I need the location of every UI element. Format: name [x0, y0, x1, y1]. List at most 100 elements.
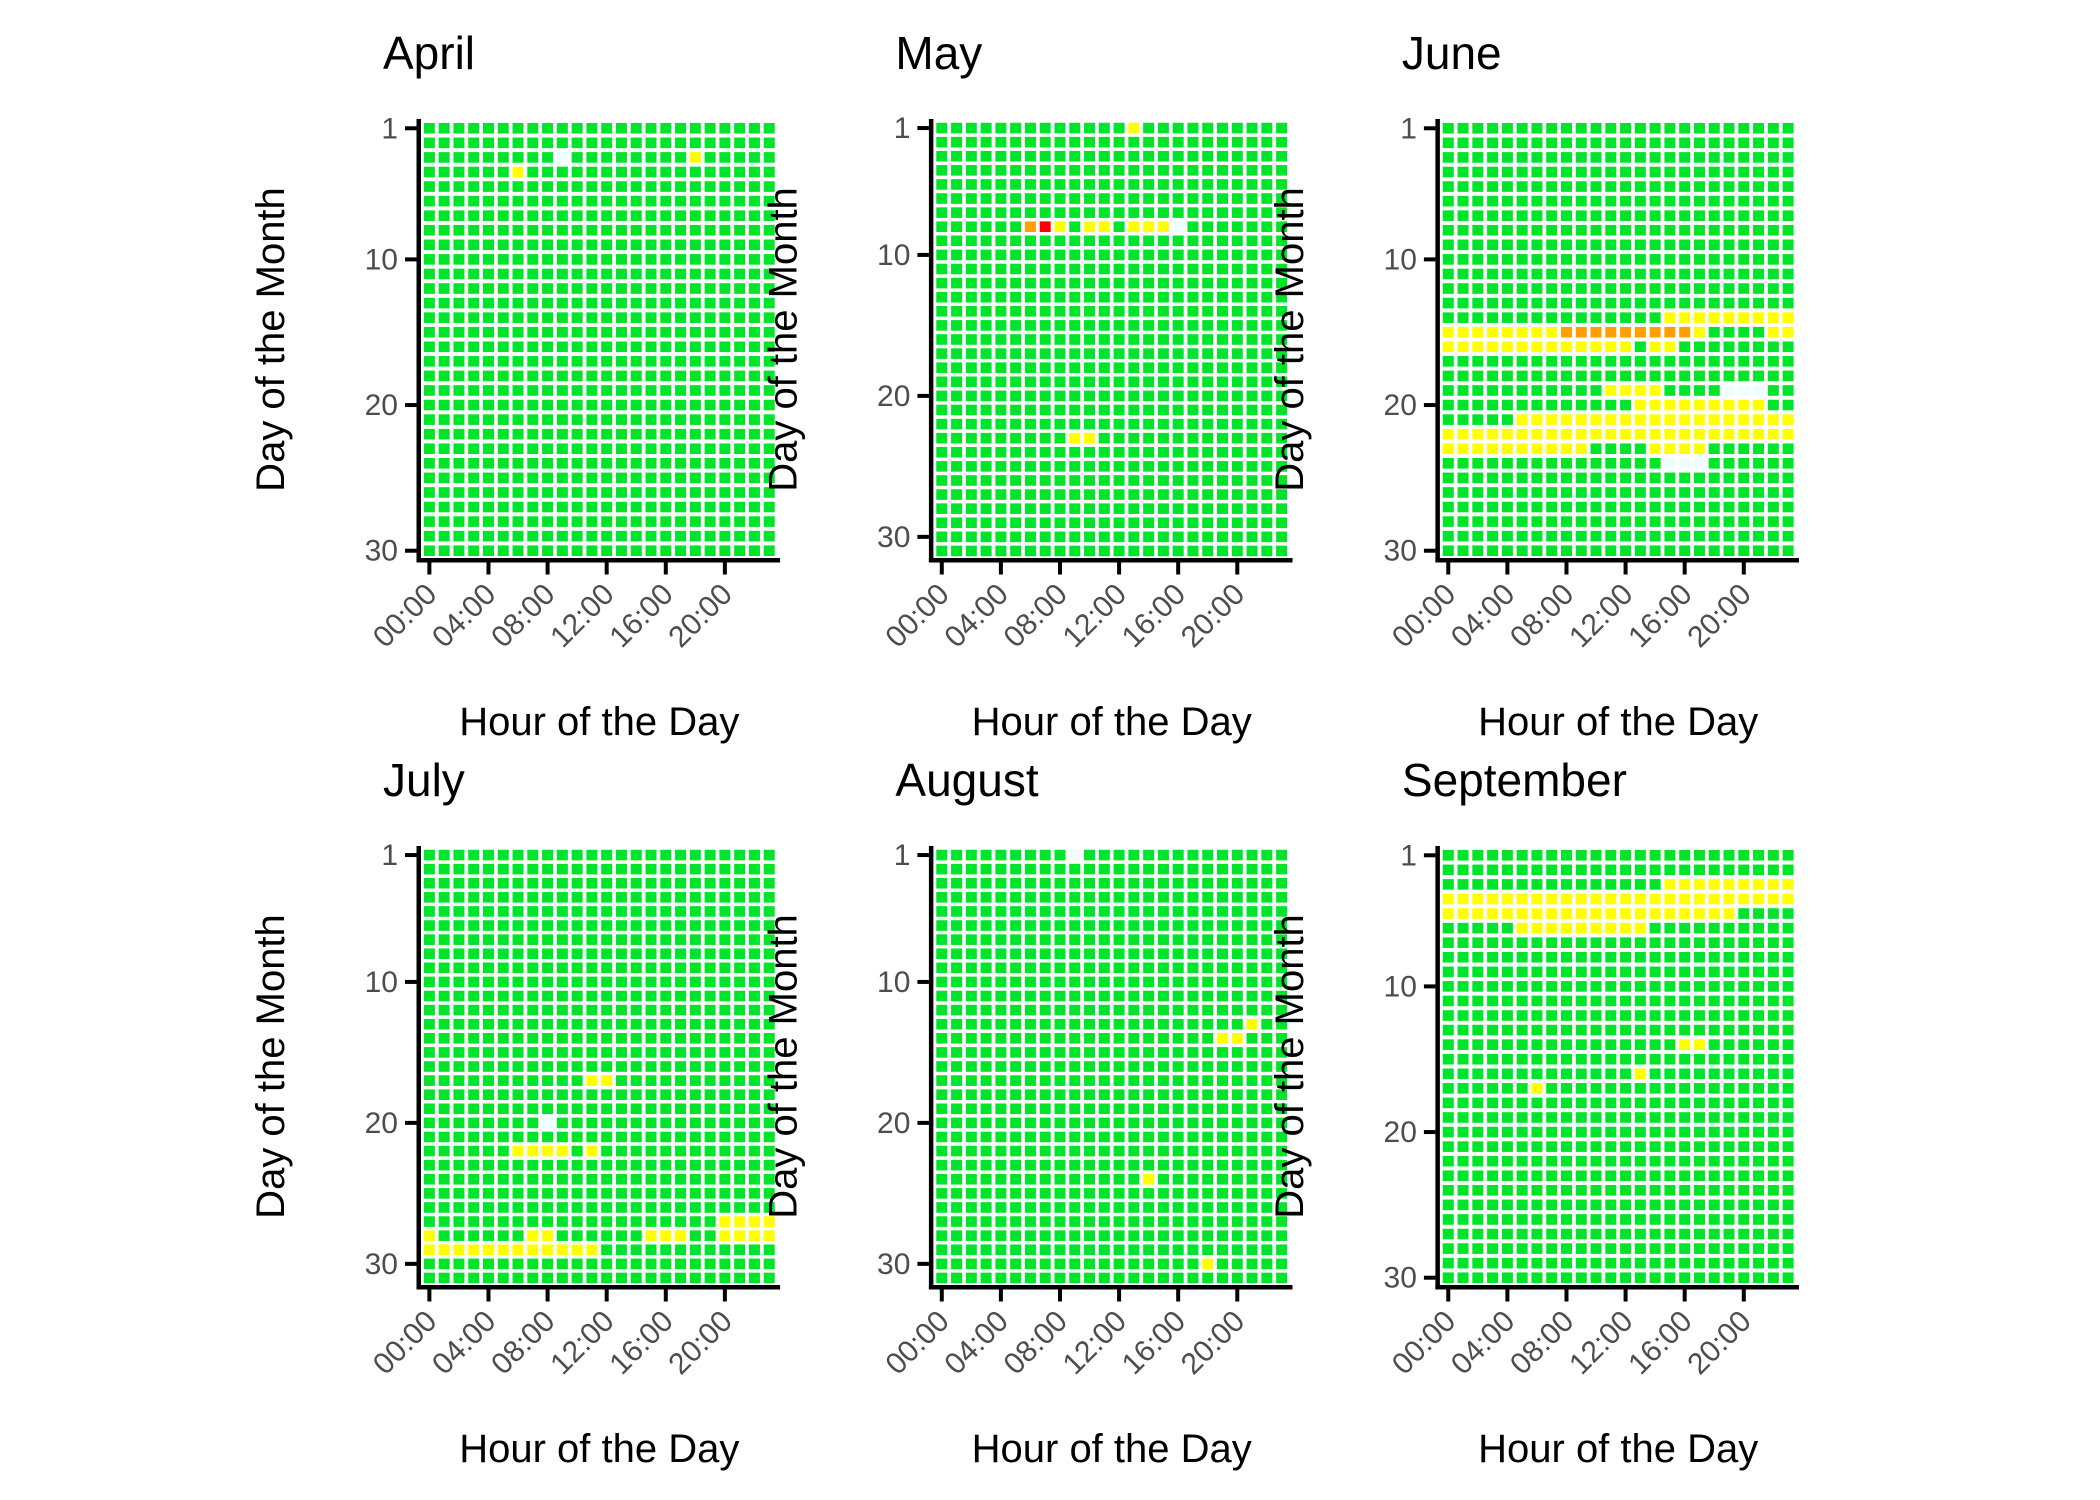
- heat-cell: [1531, 1170, 1543, 1182]
- heat-cell: [1039, 976, 1051, 988]
- heat-cell: [1084, 976, 1096, 988]
- heat-cell: [1442, 908, 1454, 919]
- heat-cell: [1782, 399, 1794, 411]
- heat-cell: [1246, 150, 1258, 162]
- heat-cell: [601, 1089, 613, 1100]
- heat-cell: [1575, 966, 1587, 978]
- x-tick-label: 08:00: [485, 1305, 561, 1381]
- heat-cell: [995, 948, 1007, 960]
- heat-cell: [1084, 990, 1096, 1002]
- heat-cell: [1113, 948, 1125, 960]
- heat-cell: [1487, 545, 1499, 557]
- heat-cell: [936, 1075, 948, 1086]
- heat-cell: [1098, 122, 1110, 134]
- heat-cell: [1128, 1188, 1140, 1199]
- heat-cell: [601, 530, 613, 542]
- heat-cell: [556, 254, 568, 265]
- heat-cell: [1693, 995, 1705, 1007]
- heat-cell: [586, 1230, 598, 1241]
- heat-cell: [468, 1244, 480, 1256]
- heat-cell: [1143, 291, 1155, 303]
- heat-cell: [1069, 277, 1081, 289]
- heat-cell: [453, 356, 465, 367]
- heat-cell: [615, 1173, 627, 1185]
- heat-cell: [630, 906, 642, 917]
- heat-cell: [1516, 428, 1528, 440]
- heat-cell: [965, 1061, 977, 1072]
- heat-cell: [512, 1173, 524, 1185]
- heat-cell: [995, 376, 1007, 388]
- heat-cell: [615, 268, 627, 280]
- heat-cell: [660, 976, 672, 988]
- heat-cell: [1590, 893, 1602, 905]
- heat-cell: [1501, 1068, 1513, 1080]
- heat-cell: [1231, 475, 1243, 486]
- heat-cell: [1202, 432, 1214, 444]
- heat-cell: [1217, 432, 1229, 444]
- heat-cell: [660, 487, 672, 498]
- heat-cell: [438, 516, 450, 527]
- heat-cell: [675, 297, 687, 309]
- heat-cell: [734, 385, 746, 396]
- heat-cell: [748, 1216, 760, 1227]
- heat-cell: [1753, 908, 1765, 919]
- y-tick-label: 20: [1384, 389, 1417, 422]
- heat-cell: [423, 195, 435, 207]
- heat-cell: [1649, 922, 1661, 934]
- heat-cell: [615, 948, 627, 960]
- heat-cell: [1187, 320, 1199, 331]
- heat-cell: [453, 1075, 465, 1086]
- heat-cell: [1664, 356, 1676, 367]
- heat-cell: [1457, 1170, 1469, 1182]
- heat-cell: [556, 181, 568, 192]
- heat-cell: [1276, 531, 1288, 543]
- heat-cell: [630, 428, 642, 440]
- heat-cell: [1782, 530, 1794, 542]
- heat-cell: [1024, 1018, 1036, 1030]
- heat-cell: [1693, 1039, 1705, 1050]
- heat-cell: [1664, 443, 1676, 455]
- heat-cell: [1128, 531, 1140, 543]
- heat-cell: [512, 312, 524, 323]
- heat-cell: [1217, 334, 1229, 345]
- heat-cell: [645, 1244, 657, 1256]
- y-tick-label: 30: [365, 1248, 398, 1281]
- heat-cell: [1767, 210, 1779, 221]
- heat-cell: [763, 1131, 775, 1143]
- heat-cell: [1753, 864, 1765, 876]
- heat-cell: [965, 1272, 977, 1284]
- heat-cell: [951, 1033, 963, 1044]
- heat-cell: [1187, 446, 1199, 458]
- heat-cell: [1620, 1199, 1632, 1211]
- heat-cell: [1634, 385, 1646, 396]
- heat-cell: [542, 849, 554, 861]
- heat-cell: [1723, 1141, 1735, 1152]
- heat-cell: [601, 1131, 613, 1143]
- heat-cell: [1246, 906, 1258, 917]
- heat-cell: [951, 235, 963, 247]
- heat-cell: [675, 254, 687, 265]
- heat-cell: [1069, 1018, 1081, 1030]
- heat-cell: [1649, 312, 1661, 323]
- heat-cell: [1457, 1214, 1469, 1225]
- heat-cell: [423, 312, 435, 323]
- heat-cell: [512, 399, 524, 411]
- heat-cell: [1246, 877, 1258, 889]
- heat-cell: [556, 1230, 568, 1241]
- heat-cell: [497, 195, 509, 207]
- heat-cell: [763, 920, 775, 931]
- heat-cell: [527, 1258, 539, 1270]
- heat-cell: [1649, 166, 1661, 178]
- y-tick-mark: [405, 1120, 417, 1125]
- heat-cell: [1246, 1004, 1258, 1016]
- heat-cell: [1472, 501, 1484, 513]
- heat-cell: [1501, 458, 1513, 469]
- heat-cell: [965, 221, 977, 233]
- heat-cell: [1487, 1243, 1499, 1254]
- heat-cell: [571, 1117, 583, 1129]
- heat-cell: [601, 1075, 613, 1086]
- heat-cell: [763, 906, 775, 917]
- heat-cell: [1664, 239, 1676, 251]
- heat-cell: [704, 530, 716, 542]
- heat-cell: [1098, 1103, 1110, 1115]
